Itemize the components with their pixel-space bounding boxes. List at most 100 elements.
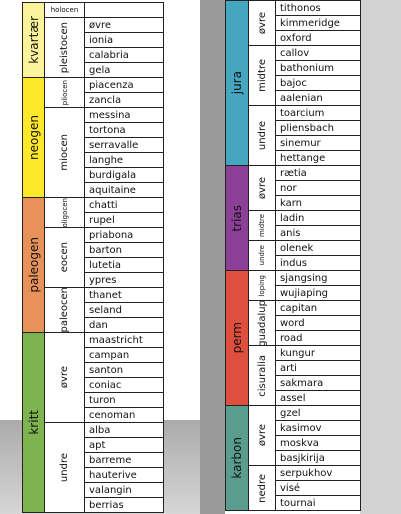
stage: maastricht xyxy=(84,332,164,348)
stage: moskva xyxy=(275,435,361,451)
stage: capitan xyxy=(275,300,361,316)
stage-label: messina xyxy=(89,109,131,121)
epoch: øvre xyxy=(248,165,276,211)
stage-label: zancla xyxy=(89,94,122,106)
stage-label: rætia xyxy=(280,167,307,179)
stage-label: assel xyxy=(280,392,306,404)
period: jura xyxy=(225,0,249,166)
stage: barreme xyxy=(84,452,164,468)
stage: alba xyxy=(84,422,164,438)
stage-label: serravalle xyxy=(89,139,139,151)
shade xyxy=(360,0,401,514)
epoch: oligocen xyxy=(44,197,85,228)
stage: oxford xyxy=(275,30,361,46)
stage: rætia xyxy=(275,165,361,181)
stage-label: piacenza xyxy=(89,79,134,91)
stage: barton xyxy=(84,242,164,258)
stage-label: santon xyxy=(89,364,124,376)
epoch: paleocen xyxy=(44,287,85,333)
stage: bajoc xyxy=(275,75,361,91)
epoch-label: øvre xyxy=(256,11,268,35)
period: trias xyxy=(225,165,249,271)
stage: indus xyxy=(275,255,361,271)
stage: santon xyxy=(84,362,164,378)
stage: tournai xyxy=(275,495,361,511)
stage-label: gela xyxy=(89,64,111,76)
stage: olenek xyxy=(275,240,361,256)
stage: bathonium xyxy=(275,60,361,76)
stage-label: karn xyxy=(280,197,303,209)
stage: basjkirija xyxy=(275,450,361,466)
stage-label: moskva xyxy=(280,437,319,449)
epoch: pleistocen xyxy=(44,17,85,78)
period: paleogen xyxy=(22,197,45,333)
stage-label: basjkirija xyxy=(280,452,325,464)
stage-label: campan xyxy=(89,349,130,361)
stage-label: bathonium xyxy=(280,62,335,74)
stage-label: sinemur xyxy=(280,137,321,149)
stage: calabria xyxy=(84,47,164,63)
epoch-label: undre xyxy=(256,120,268,151)
epoch: guadalup xyxy=(248,300,276,346)
period-label: neogen xyxy=(26,115,41,160)
stage-label: chatti xyxy=(89,199,118,211)
stage: gzel xyxy=(275,405,361,421)
epoch-label: øvre xyxy=(59,366,70,389)
stage-label: kungur xyxy=(280,347,315,359)
stage: ladin xyxy=(275,210,361,226)
stage: road xyxy=(275,330,361,346)
stage-label: calabria xyxy=(89,49,129,61)
stage: priabona xyxy=(84,227,164,243)
stage-label: ionia xyxy=(89,34,114,46)
epoch-label: oligocen xyxy=(60,197,69,228)
stage-label: ypres xyxy=(89,274,117,286)
epoch: midtre xyxy=(248,210,276,241)
stage: serpukhov xyxy=(275,465,361,481)
period-label: karbon xyxy=(230,437,244,479)
stage: berrias xyxy=(84,497,164,513)
epoch: holocen xyxy=(44,2,85,18)
stage-label: olenek xyxy=(280,242,314,254)
stage: arti xyxy=(275,360,361,376)
stage: langhe xyxy=(84,152,164,168)
period-label: perm xyxy=(230,322,244,354)
period-label: paleogen xyxy=(26,237,41,293)
epoch: øvre xyxy=(44,332,85,423)
stage-label: sakmara xyxy=(280,377,324,389)
stage: serravalle xyxy=(84,137,164,153)
stage-label: hettange xyxy=(280,152,326,164)
epoch: øvre xyxy=(248,405,276,466)
stage: visé xyxy=(275,480,361,496)
epoch-label: miocen xyxy=(59,134,70,171)
stage: rupel xyxy=(84,212,164,228)
epoch: eocen xyxy=(44,227,85,288)
stage: messina xyxy=(84,107,164,123)
stage: campan xyxy=(84,347,164,363)
period: perm xyxy=(225,270,249,406)
stage: tithonos xyxy=(275,0,361,16)
period: kritt xyxy=(22,332,45,513)
stage-label: wujiaping xyxy=(280,287,329,299)
stage-label: seland xyxy=(89,304,122,316)
stage: gela xyxy=(84,62,164,78)
stage: ypres xyxy=(84,272,164,288)
epoch: midtre xyxy=(248,45,276,106)
epoch-label: holocen xyxy=(50,6,79,14)
stage-label: lutetia xyxy=(89,259,122,271)
epoch-label: pleistocen xyxy=(59,21,70,74)
stage: burdigala xyxy=(84,167,164,183)
shade xyxy=(200,0,225,514)
stage-label: arti xyxy=(280,362,297,374)
period-label: kvartær xyxy=(26,16,41,64)
period-label: trias xyxy=(230,204,244,232)
epoch-label: cisuralia xyxy=(256,354,268,397)
stage-label: tournai xyxy=(280,497,316,509)
epoch: cisuralia xyxy=(248,345,276,406)
stage-label: apt xyxy=(89,439,106,451)
epoch-label: loping xyxy=(258,274,266,297)
stage-label: burdigala xyxy=(89,169,137,181)
stage: sakmara xyxy=(275,375,361,391)
stage-label: barreme xyxy=(89,454,132,466)
period-label: jura xyxy=(230,71,244,95)
stage: lutetia xyxy=(84,257,164,273)
